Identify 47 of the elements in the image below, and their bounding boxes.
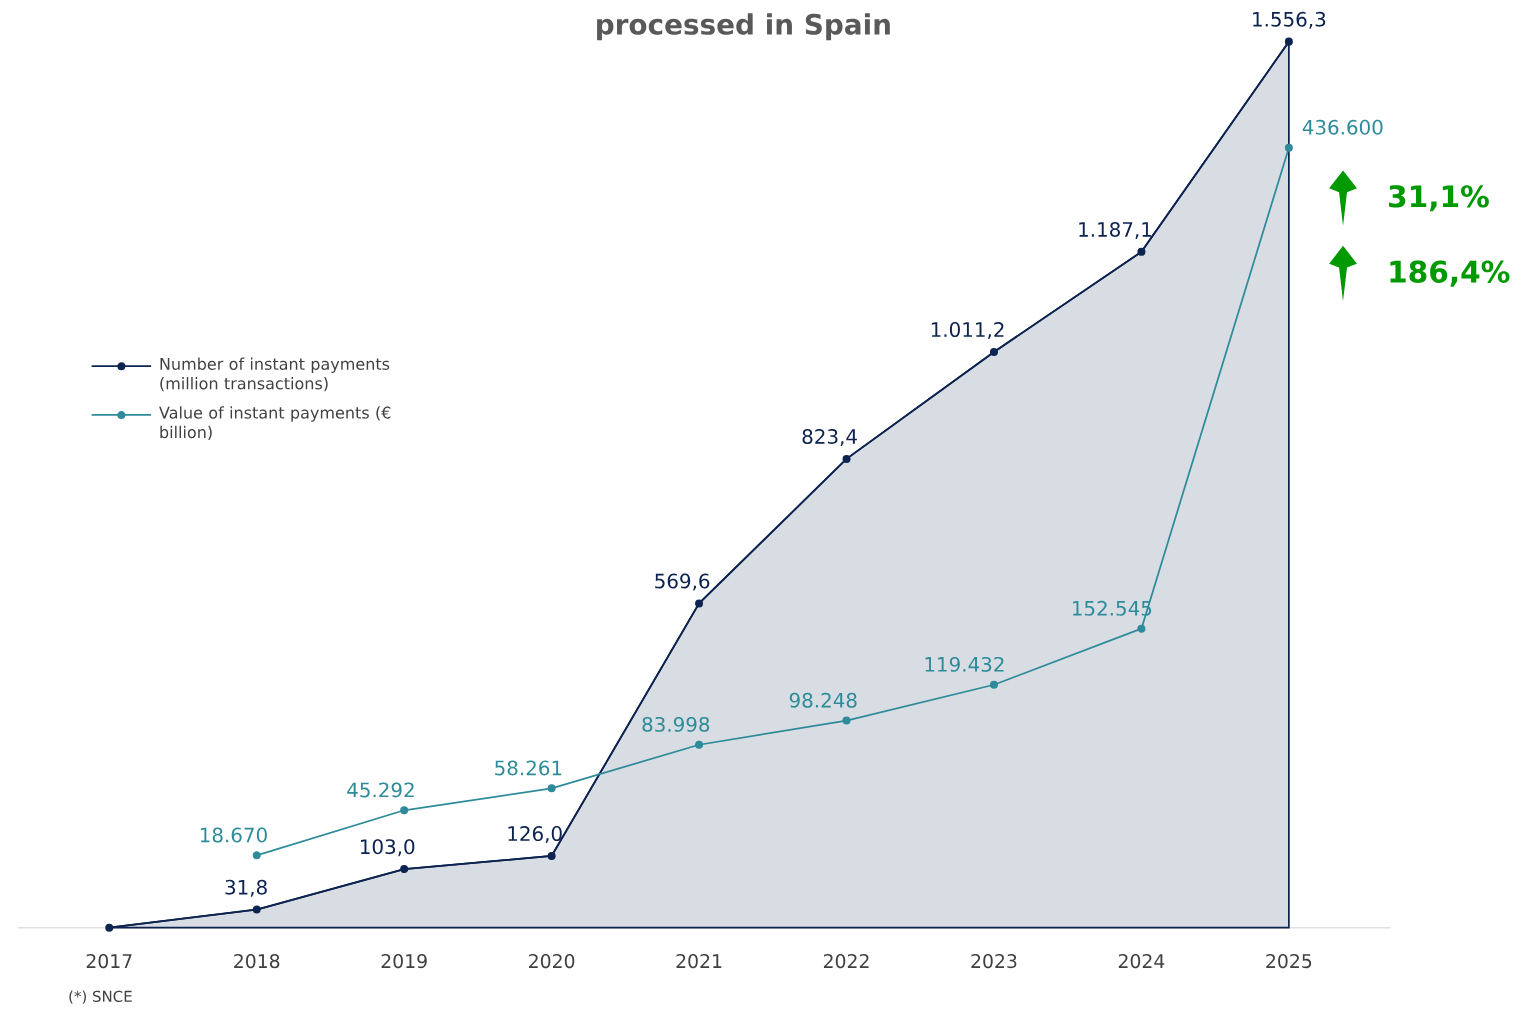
point [400, 806, 409, 815]
text: 186,4% [1390, 260, 1510, 287]
data-label: 83.998 [642, 716, 710, 732]
x-tick-label: 2019 [381, 953, 427, 969]
data-label: 18.670 [200, 827, 267, 843]
legend-label: Number of instant payments (million transactions) [160, 357, 390, 392]
data-label: 1.011,2 [931, 322, 1004, 340]
text: (*) SNCE [69, 990, 132, 1004]
data-label: 569,6 [655, 573, 710, 591]
data-label: 126,0 [508, 826, 562, 844]
data-label: 103,0 [361, 839, 415, 857]
legend-label: Value of instant payments (€ billion) [159, 406, 391, 441]
point [1137, 624, 1146, 633]
point [105, 923, 114, 932]
point [842, 716, 851, 725]
x-tick-label: 2023 [971, 953, 1017, 969]
point [1284, 37, 1293, 46]
point [989, 680, 998, 689]
x-tick-label: 2025 [1266, 953, 1312, 969]
text: 31,1% [1389, 185, 1489, 212]
data-label: 58.261 [495, 760, 562, 776]
point [695, 599, 704, 608]
point [547, 851, 556, 860]
chart-title: processed in Spain [597, 13, 890, 41]
data-label: 1.556,3 [1253, 11, 1326, 29]
point [252, 851, 261, 860]
x-tick-label: 2017 [86, 953, 132, 969]
x-tick-label: 2024 [1118, 953, 1165, 969]
point [547, 784, 556, 793]
data-label: 1.187,1 [1079, 221, 1152, 239]
point [252, 905, 261, 914]
x-tick-label: 2021 [676, 953, 722, 969]
x-tick-label: 2018 [234, 953, 280, 969]
data-label: 31,8 [225, 879, 267, 897]
point [400, 865, 409, 874]
data-label: 45.292 [347, 782, 414, 798]
point [1137, 247, 1146, 256]
point [842, 454, 851, 463]
point [1284, 143, 1293, 152]
data-label: 98.248 [789, 692, 857, 708]
x-tick-label: 2020 [529, 953, 575, 969]
data-label: 436.600 [1302, 119, 1383, 135]
data-label: 119.432 [925, 656, 1004, 672]
x-tick-label: 2022 [823, 953, 869, 969]
data-label: 823,4 [802, 429, 857, 447]
point [989, 347, 998, 356]
point [695, 740, 704, 749]
